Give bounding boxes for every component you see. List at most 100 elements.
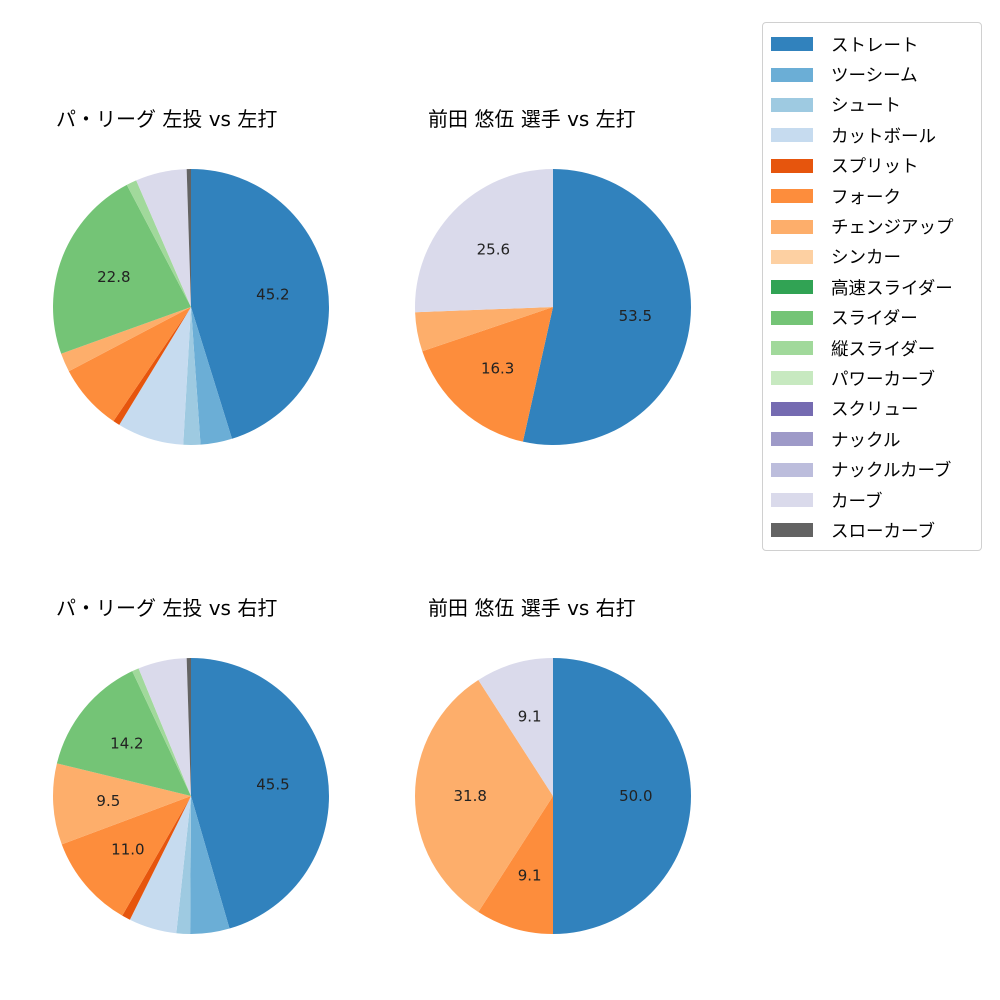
slice-value-label: 14.2 <box>110 735 143 753</box>
legend-item: スローカーブ <box>763 515 981 545</box>
legend-item: ナックルカーブ <box>763 454 981 484</box>
pie-slice <box>186 169 191 307</box>
pie-slice <box>478 658 553 796</box>
pie-slice <box>126 180 191 307</box>
legend-swatch <box>771 219 813 234</box>
pie-slice <box>136 169 191 307</box>
pie-slice <box>53 763 192 845</box>
legend-label: スプリット <box>831 157 919 178</box>
legend-label: スローカーブ <box>831 521 935 542</box>
chart-title-player-vs-right: 前田 悠伍 選手 vs 右打 <box>428 596 636 620</box>
pie-slice <box>119 307 191 445</box>
chart-title-league-vs-right: パ・リーグ 左投 vs 右打 <box>56 596 278 620</box>
slice-value-label: 11.0 <box>111 841 144 859</box>
legend-label: ナックル <box>831 430 901 451</box>
legend-label: ナックルカーブ <box>831 461 952 482</box>
slice-value-label: 16.3 <box>481 360 514 378</box>
legend-label: パワーカーブ <box>831 369 935 390</box>
legend-swatch <box>771 128 813 143</box>
legend-swatch <box>771 493 813 508</box>
legend-swatch <box>771 523 813 538</box>
pie-slice <box>122 796 191 920</box>
pie-slice <box>56 671 191 796</box>
slice-value-label: 50.0 <box>619 787 652 805</box>
legend-item: ツーシーム <box>763 59 981 89</box>
legend-label: シンカー <box>831 248 901 269</box>
legend-swatch <box>771 371 813 386</box>
legend-label: 高速スライダー <box>831 278 953 299</box>
pie-slice <box>190 796 230 934</box>
pie-slice <box>191 169 329 439</box>
legend-item: 高速スライダー <box>763 272 981 302</box>
legend-item: カットボール <box>763 120 981 150</box>
pie-slice <box>129 796 191 934</box>
slice-value-label: 25.6 <box>477 241 510 259</box>
legend-item: シュート <box>763 90 981 120</box>
pie-slice <box>176 796 191 934</box>
legend-item: シンカー <box>763 242 981 272</box>
slice-value-label: 9.1 <box>518 866 542 884</box>
pie-slice <box>68 307 191 422</box>
legend-label: 縦スライダー <box>831 339 936 360</box>
slice-value-label: 45.2 <box>256 286 289 304</box>
legend-swatch <box>771 249 813 264</box>
legend-item: スプリット <box>763 151 981 181</box>
legend-label: フォーク <box>831 187 901 208</box>
legend-swatch <box>771 310 813 325</box>
legend-swatch <box>771 67 813 82</box>
legend-swatch <box>771 280 813 295</box>
legend-item: スライダー <box>763 303 981 333</box>
pie-slice <box>61 307 192 372</box>
slice-value-label: 45.5 <box>256 775 289 793</box>
legend-item: ナックル <box>763 424 981 454</box>
legend-swatch <box>771 97 813 112</box>
legend-swatch <box>771 432 813 447</box>
legend-label: シュート <box>831 96 901 117</box>
legend-item: 縦スライダー <box>763 333 981 363</box>
slice-value-label: 53.5 <box>619 307 652 325</box>
pie-slice <box>138 658 191 796</box>
legend-item: ストレート <box>763 29 981 59</box>
legend-swatch <box>771 341 813 356</box>
legend-item: チェンジアップ <box>763 211 981 241</box>
legend-item: スクリュー <box>763 394 981 424</box>
pie-slice <box>522 169 691 445</box>
legend-item: カーブ <box>763 485 981 515</box>
legend-label: スクリュー <box>831 400 919 421</box>
legend-label: チェンジアップ <box>831 218 954 239</box>
pie-slice <box>414 679 553 913</box>
pie-slice <box>191 307 232 445</box>
slice-value-label: 31.8 <box>453 787 486 805</box>
legend-label: カットボール <box>831 126 936 147</box>
slice-value-label: 9.1 <box>518 708 542 726</box>
legend-label: カーブ <box>831 491 883 512</box>
pie-slice <box>132 668 191 796</box>
pie-slice <box>183 307 201 445</box>
pie-slice <box>186 658 191 796</box>
pie-slice <box>415 307 553 352</box>
legend-label: スライダー <box>831 309 918 330</box>
legend-swatch <box>771 401 813 416</box>
legend-label: ストレート <box>831 35 919 56</box>
pie-slice <box>53 184 192 354</box>
pie-slice <box>415 169 553 313</box>
pie-slice <box>553 658 691 934</box>
legend-item: パワーカーブ <box>763 363 981 393</box>
chart-title-player-vs-left: 前田 悠伍 選手 vs 左打 <box>428 107 636 131</box>
pie-slice <box>478 796 553 934</box>
legend: ストレートツーシームシュートカットボール スプリットフォークチェンジアップ シンカー… <box>762 22 982 551</box>
pie-slice <box>191 658 330 929</box>
slice-value-label: 9.5 <box>96 792 120 810</box>
pie-slice <box>113 307 191 425</box>
legend-swatch <box>771 462 813 477</box>
legend-label: ツーシーム <box>831 66 918 87</box>
legend-swatch <box>771 189 813 204</box>
pie-slice <box>422 307 553 442</box>
legend-swatch <box>771 158 813 173</box>
chart-title-league-vs-left: パ・リーグ 左投 vs 左打 <box>56 107 278 131</box>
pie-slice <box>61 796 191 916</box>
